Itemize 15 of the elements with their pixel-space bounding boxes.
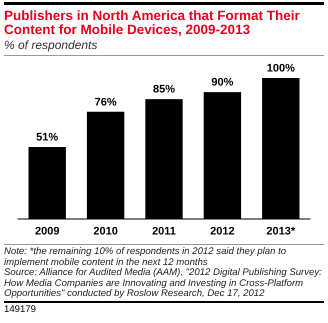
data-label: 85% [152, 84, 176, 96]
x-tick-label: 2013* [266, 225, 296, 238]
x-tick-label: 2009 [34, 225, 60, 238]
data-label: 100% [266, 62, 296, 75]
text: Note: *the remaining 10% of respondents in 2012 said they plan to implement mobile content in the next 12 months [4, 246, 288, 268]
chart-title: Publishers in North America that Format Their Content for Mobile Devices, 2009-2013 [4, 8, 301, 37]
text: 149179 [4, 300, 324, 315]
source-note: Source: Alliance for Audited Media (AAM), "2012 Digital Publishing Survey: How Media Companies are Innovating and Investing in Cross-Platform Opportunities" conducted by Roslow Research, Dec 17, 2012 [4, 267, 323, 300]
data-label: 51% [36, 132, 58, 144]
chart-subtitle: % of respondents [4, 38, 324, 56]
x-tick-label: 2012 [210, 225, 235, 238]
x-tick-label: 2010 [93, 225, 118, 238]
data-label: 76% [94, 96, 117, 108]
data-label: 90% [211, 76, 234, 89]
x-tick-label: 2011 [152, 225, 176, 238]
